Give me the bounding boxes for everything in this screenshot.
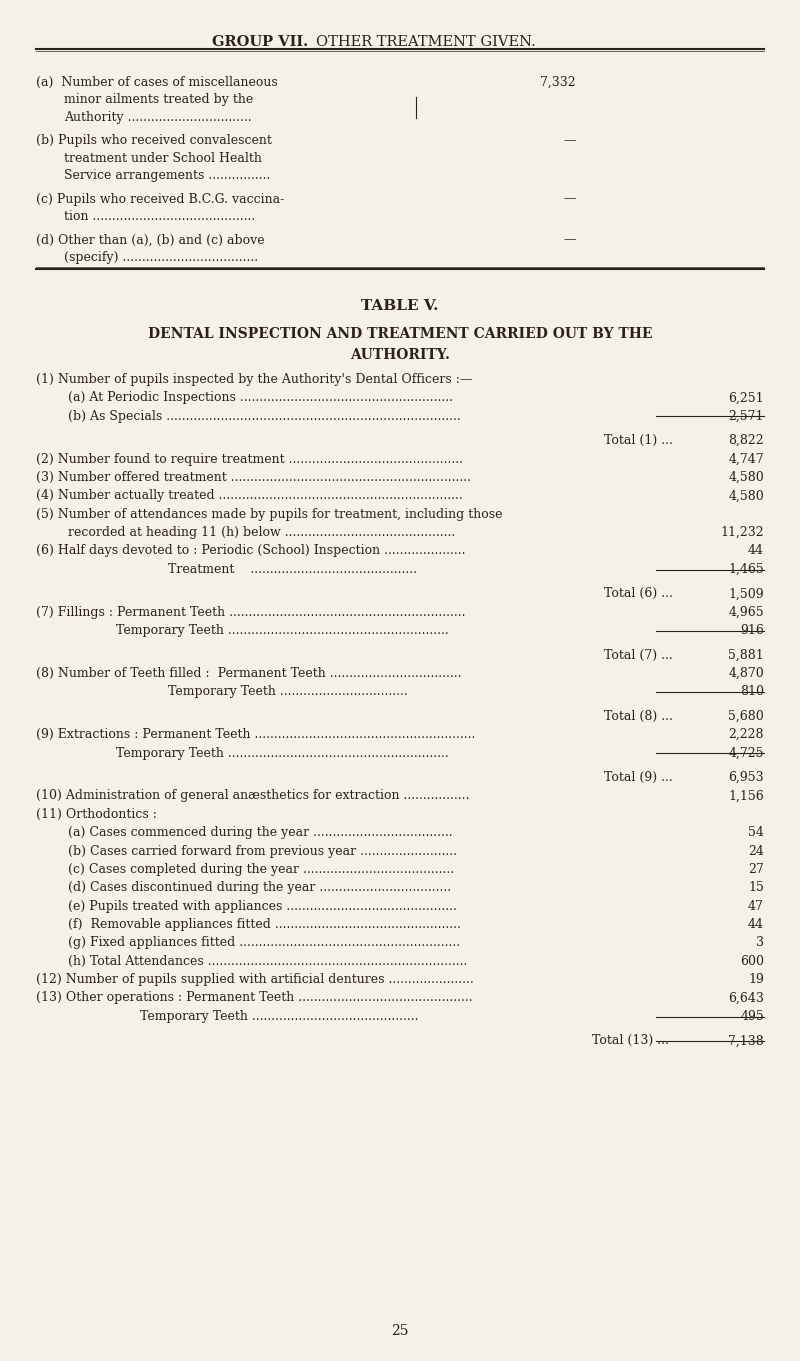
Text: tion ..........................................: tion ...................................… bbox=[64, 211, 255, 223]
Text: GROUP VII.: GROUP VII. bbox=[212, 35, 308, 49]
Text: —: — bbox=[563, 234, 576, 246]
Text: Total (1) ...: Total (1) ... bbox=[604, 434, 673, 448]
Text: Total (7) ...: Total (7) ... bbox=[604, 648, 673, 661]
Text: (7) Fillings : Permanent Teeth .................................................: (7) Fillings : Permanent Teeth .........… bbox=[36, 606, 466, 619]
Text: 47: 47 bbox=[748, 900, 764, 913]
Text: (b) Cases carried forward from previous year .........................: (b) Cases carried forward from previous … bbox=[68, 844, 457, 857]
Text: (12) Number of pupils supplied with artificial dentures ......................: (12) Number of pupils supplied with arti… bbox=[36, 973, 474, 987]
Text: 27: 27 bbox=[748, 863, 764, 876]
Text: (specify) ...................................: (specify) ..............................… bbox=[64, 252, 258, 264]
Text: (a) At Periodic Inspections ....................................................: (a) At Periodic Inspections ............… bbox=[68, 392, 453, 404]
Text: minor ailments treated by the: minor ailments treated by the bbox=[64, 93, 254, 106]
Text: (6) Half days devoted to : Periodic (School) Inspection .....................: (6) Half days devoted to : Periodic (Sch… bbox=[36, 544, 466, 558]
Text: (g) Fixed appliances fitted ....................................................: (g) Fixed appliances fitted ............… bbox=[68, 936, 460, 950]
Text: 7,332: 7,332 bbox=[540, 75, 576, 88]
Text: —: — bbox=[563, 193, 576, 206]
Text: Temporary Teeth ...........................................: Temporary Teeth ........................… bbox=[140, 1010, 418, 1023]
Text: 4,870: 4,870 bbox=[728, 667, 764, 680]
Text: 5,881: 5,881 bbox=[728, 648, 764, 661]
Text: Total (6) ...: Total (6) ... bbox=[604, 587, 673, 600]
Text: (c) Cases completed during the year .......................................: (c) Cases completed during the year ....… bbox=[68, 863, 454, 876]
Text: (10) Administration of general anæsthetics for extraction .................: (10) Administration of general anæstheti… bbox=[36, 789, 470, 803]
Text: (d) Other than (a), (b) and (c) above: (d) Other than (a), (b) and (c) above bbox=[36, 234, 265, 246]
Text: 1,465: 1,465 bbox=[728, 562, 764, 576]
Text: (4) Number actually treated ....................................................: (4) Number actually treated ............… bbox=[36, 489, 462, 502]
Text: AUTHORITY.: AUTHORITY. bbox=[350, 348, 450, 362]
Text: (2) Number found to require treatment ..........................................: (2) Number found to require treatment ..… bbox=[36, 452, 463, 465]
Text: Temporary Teeth .................................: Temporary Teeth ........................… bbox=[168, 685, 408, 698]
Text: 2,571: 2,571 bbox=[729, 410, 764, 423]
Text: (9) Extractions : Permanent Teeth ..............................................: (9) Extractions : Permanent Teeth ......… bbox=[36, 728, 475, 742]
Text: Total (13) ...: Total (13) ... bbox=[592, 1034, 669, 1048]
Text: (8) Number of Teeth filled :  Permanent Teeth ..................................: (8) Number of Teeth filled : Permanent T… bbox=[36, 667, 462, 680]
Text: 916: 916 bbox=[740, 623, 764, 637]
Text: 5,680: 5,680 bbox=[728, 709, 764, 723]
Text: 4,725: 4,725 bbox=[729, 746, 764, 759]
Text: (3) Number offered treatment ...................................................: (3) Number offered treatment ...........… bbox=[36, 471, 471, 485]
Text: 4,965: 4,965 bbox=[728, 606, 764, 619]
Text: 54: 54 bbox=[748, 826, 764, 840]
Text: OTHER TREATMENT GIVEN.: OTHER TREATMENT GIVEN. bbox=[316, 35, 536, 49]
Text: (a) Cases commenced during the year ....................................: (a) Cases commenced during the year ....… bbox=[68, 826, 453, 840]
Text: 15: 15 bbox=[748, 881, 764, 894]
Text: (c) Pupils who received B.C.G. vaccina-: (c) Pupils who received B.C.G. vaccina- bbox=[36, 193, 284, 206]
Text: 3: 3 bbox=[756, 936, 764, 950]
Text: 11,232: 11,232 bbox=[720, 525, 764, 539]
Text: 1,156: 1,156 bbox=[728, 789, 764, 803]
Text: 44: 44 bbox=[748, 917, 764, 931]
Text: 6,251: 6,251 bbox=[728, 392, 764, 404]
Text: 6,953: 6,953 bbox=[728, 770, 764, 784]
Text: Total (9) ...: Total (9) ... bbox=[604, 770, 673, 784]
Text: 44: 44 bbox=[748, 544, 764, 558]
Text: DENTAL INSPECTION AND TREATMENT CARRIED OUT BY THE: DENTAL INSPECTION AND TREATMENT CARRIED … bbox=[148, 327, 652, 340]
Text: 495: 495 bbox=[740, 1010, 764, 1023]
Text: (f)  Removable appliances fitted ...............................................: (f) Removable appliances fitted ........… bbox=[68, 917, 461, 931]
Text: Service arrangements ................: Service arrangements ................ bbox=[64, 170, 270, 182]
Text: 4,580: 4,580 bbox=[728, 489, 764, 502]
Text: —: — bbox=[563, 135, 576, 147]
Text: (5) Number of attendances made by pupils for treatment, including those: (5) Number of attendances made by pupils… bbox=[36, 508, 502, 521]
Text: (11) Orthodontics :: (11) Orthodontics : bbox=[36, 807, 157, 821]
Text: 810: 810 bbox=[740, 685, 764, 698]
Text: 7,138: 7,138 bbox=[728, 1034, 764, 1048]
Text: (e) Pupils treated with appliances ............................................: (e) Pupils treated with appliances .....… bbox=[68, 900, 457, 913]
Text: Total (8) ...: Total (8) ... bbox=[604, 709, 673, 723]
Text: 6,643: 6,643 bbox=[728, 991, 764, 1004]
Text: 1,509: 1,509 bbox=[728, 587, 764, 600]
Text: 25: 25 bbox=[391, 1324, 409, 1338]
Text: 2,228: 2,228 bbox=[729, 728, 764, 742]
Text: Authority ................................: Authority ..............................… bbox=[64, 112, 252, 124]
Text: (h) Total Attendances ..........................................................: (h) Total Attendances ..................… bbox=[68, 954, 467, 968]
Text: 4,580: 4,580 bbox=[728, 471, 764, 485]
Text: (b) Pupils who received convalescent: (b) Pupils who received convalescent bbox=[36, 135, 272, 147]
Text: treatment under School Health: treatment under School Health bbox=[64, 152, 262, 165]
Text: Temporary Teeth .........................................................: Temporary Teeth ........................… bbox=[116, 746, 449, 759]
Text: 600: 600 bbox=[740, 954, 764, 968]
Text: 24: 24 bbox=[748, 844, 764, 857]
Text: (a)  Number of cases of miscellaneous: (a) Number of cases of miscellaneous bbox=[36, 75, 278, 88]
Text: TABLE V.: TABLE V. bbox=[362, 299, 438, 313]
Text: 4,747: 4,747 bbox=[728, 452, 764, 465]
Text: (b) As Specials ................................................................: (b) As Specials ........................… bbox=[68, 410, 461, 423]
Text: 19: 19 bbox=[748, 973, 764, 987]
Text: (13) Other operations : Permanent Teeth ........................................: (13) Other operations : Permanent Teeth … bbox=[36, 991, 473, 1004]
Text: (d) Cases discontinued during the year ..................................: (d) Cases discontinued during the year .… bbox=[68, 881, 451, 894]
Text: (1) Number of pupils inspected by the Authority's Dental Officers :—: (1) Number of pupils inspected by the Au… bbox=[36, 373, 472, 387]
Text: 8,822: 8,822 bbox=[728, 434, 764, 448]
Text: recorded at heading 11 (h) below ............................................: recorded at heading 11 (h) below .......… bbox=[68, 525, 455, 539]
Text: Treatment    ...........................................: Treatment ..............................… bbox=[168, 562, 417, 576]
Text: Temporary Teeth .........................................................: Temporary Teeth ........................… bbox=[116, 623, 449, 637]
